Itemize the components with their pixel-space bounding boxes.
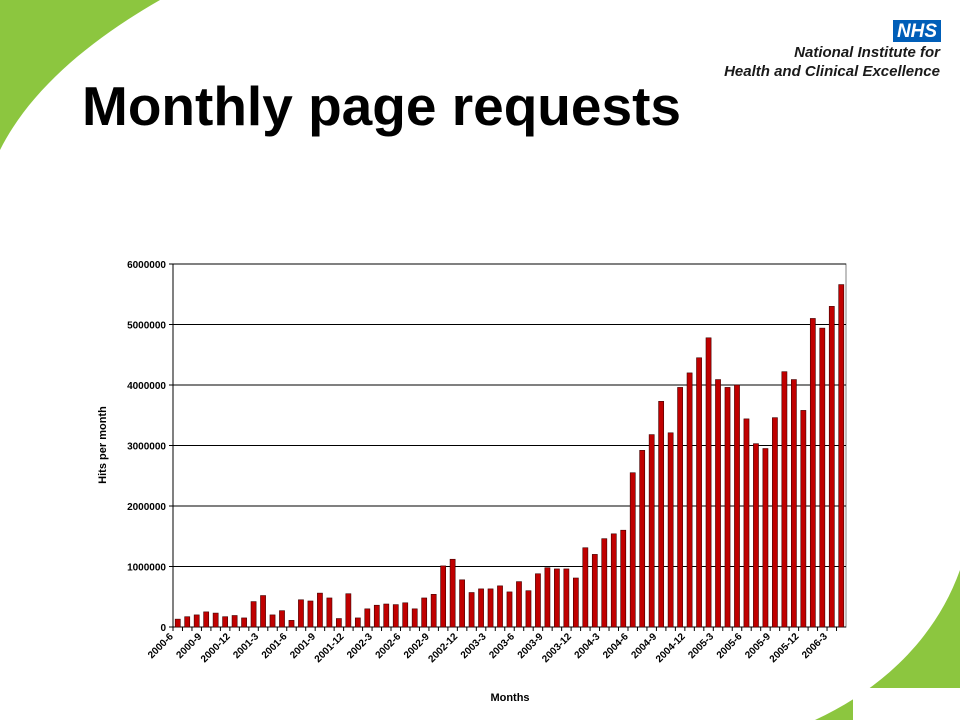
bar [497, 585, 503, 628]
bar [563, 568, 570, 628]
bar [838, 284, 845, 628]
logo-line: National Institute for [794, 44, 941, 61]
bar [639, 450, 646, 628]
bar [269, 614, 276, 628]
bar [667, 432, 674, 628]
y-tick-label: 3000000 [127, 442, 166, 453]
bar [705, 337, 712, 628]
bar [430, 594, 437, 628]
bar [724, 387, 731, 628]
y-tick-label: 2000000 [127, 502, 166, 513]
bar [184, 616, 191, 628]
bar [535, 573, 541, 628]
bar [298, 599, 304, 628]
bar [478, 588, 484, 628]
bar [307, 600, 314, 628]
bar [772, 417, 778, 628]
bar [383, 603, 390, 628]
bar [572, 577, 579, 628]
bar [440, 565, 447, 628]
bar [828, 306, 835, 628]
bar [402, 602, 409, 628]
y-tick-label: 0 [160, 623, 166, 634]
y-tick-label: 6000000 [127, 260, 166, 271]
y-tick-label: 4000000 [127, 381, 166, 392]
x-axis-label: Months [490, 692, 529, 704]
bar [288, 620, 295, 628]
bar [449, 558, 456, 628]
bar [279, 610, 285, 628]
bar [554, 568, 560, 628]
bar [326, 597, 333, 628]
bar [753, 443, 759, 628]
bar [620, 529, 627, 628]
bar [212, 612, 219, 628]
corner-swoosh [0, 0, 160, 150]
bar [516, 581, 522, 628]
bar [222, 616, 228, 628]
bar [648, 434, 655, 628]
corner-block [853, 688, 960, 720]
bar [468, 592, 475, 628]
bar [610, 533, 617, 628]
bar [734, 384, 740, 628]
bar [800, 410, 807, 628]
bar [241, 617, 247, 628]
bar [658, 401, 665, 628]
bar [459, 579, 465, 628]
bar [336, 618, 342, 628]
bar [582, 547, 589, 628]
bar [317, 592, 323, 628]
bar [260, 595, 266, 628]
bar [203, 611, 210, 628]
bar [781, 371, 788, 628]
nhs-badge-text: NHS [897, 21, 937, 42]
bar [354, 617, 361, 628]
bar [345, 593, 352, 628]
bar [364, 608, 371, 628]
bar [743, 418, 750, 628]
bar [601, 538, 608, 628]
bar [819, 327, 826, 628]
chart-title: Monthly page requests [82, 75, 681, 137]
bar [762, 448, 769, 628]
bar [696, 357, 702, 628]
bar [174, 618, 181, 628]
bar [715, 379, 721, 628]
bar [250, 601, 257, 628]
bar [421, 597, 428, 628]
logo-line: Health and Clinical Excellence [724, 63, 940, 80]
bar [809, 318, 816, 628]
nhs-badge [893, 20, 941, 42]
bar [591, 554, 598, 628]
bar [193, 614, 200, 628]
bar [629, 472, 636, 628]
bar [392, 604, 399, 628]
bar [525, 590, 532, 628]
bar [544, 567, 551, 628]
bar [677, 387, 683, 628]
bar [791, 379, 797, 628]
y-tick-label: 1000000 [127, 563, 166, 574]
y-axis-label: Hits per month [97, 406, 109, 484]
bar [231, 615, 238, 628]
bar [686, 372, 693, 628]
corner-swoosh [815, 570, 960, 720]
bar [411, 608, 418, 628]
bar [487, 588, 494, 628]
bar [506, 591, 513, 628]
y-tick-label: 5000000 [127, 321, 166, 332]
bar [373, 604, 380, 628]
